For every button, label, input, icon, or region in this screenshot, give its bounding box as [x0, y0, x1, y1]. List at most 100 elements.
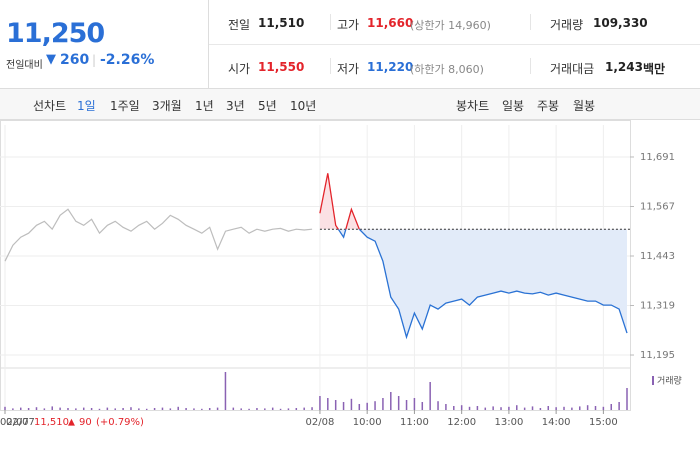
- stat-note: (상한가 14,960): [410, 19, 491, 32]
- y-tick-label: 11,567: [640, 201, 675, 212]
- prev-price-line: [4, 208, 313, 262]
- stat-value: 11,220: [367, 60, 414, 74]
- volume-bar: [248, 408, 250, 410]
- divider: [209, 44, 700, 45]
- candle-tab[interactable]: 주봉: [537, 99, 560, 113]
- volume-bar: [67, 408, 69, 410]
- tab-group-label: 봉차트: [456, 99, 490, 113]
- volume-bar: [445, 404, 447, 410]
- candle-tab[interactable]: 일봉: [502, 99, 525, 113]
- volume-bar: [334, 400, 337, 410]
- volume-bar: [82, 407, 85, 410]
- legend-swatch: [652, 376, 654, 385]
- volume-bar: [193, 408, 195, 410]
- volume-bar: [319, 396, 321, 410]
- x-tick-label: 02/08: [306, 417, 335, 428]
- volume-bar: [358, 404, 361, 410]
- volume-bar: [27, 408, 30, 410]
- stat-label: 전일: [228, 18, 251, 32]
- down-icon: ▼: [46, 52, 56, 67]
- volume-bar: [437, 401, 439, 410]
- period-tab[interactable]: 1주일: [110, 99, 140, 113]
- volume-bar: [484, 407, 487, 410]
- volume-bar: [12, 408, 14, 410]
- volume-bar: [429, 382, 431, 410]
- change-label: 전일대비: [6, 60, 43, 71]
- volume-bar: [366, 402, 368, 410]
- volume-bar: [602, 406, 605, 410]
- volume-bar: [279, 408, 282, 410]
- change-rate: -2.26%: [100, 52, 155, 68]
- volume-bar: [208, 408, 211, 410]
- up-icon: ▲: [68, 418, 75, 428]
- stat-value: 11,660: [367, 16, 414, 30]
- stat-value: 109,330: [593, 16, 648, 30]
- volume-bar: [342, 402, 345, 410]
- volume-bar: [390, 392, 392, 410]
- candle-tab[interactable]: 월봉: [573, 99, 596, 113]
- chart: 11,691 11,567 11,443 11,319 11,195 02/07 02/08…: [0, 120, 682, 428]
- volume-bar: [508, 406, 510, 410]
- volume-bar: [4, 406, 6, 410]
- period-tab[interactable]: 3개월: [152, 99, 182, 113]
- volume-bar: [460, 405, 463, 410]
- y-tick-label: 11,319: [640, 301, 675, 312]
- volume-bar: [295, 408, 298, 410]
- legend-label: 거래량: [657, 375, 682, 387]
- volume-bar: [579, 406, 581, 410]
- period-tab[interactable]: 3년: [226, 99, 245, 113]
- volume-bar: [114, 408, 116, 410]
- period-tab[interactable]: 10년: [290, 99, 317, 113]
- volume-bar: [153, 408, 156, 410]
- divider: [330, 14, 331, 30]
- volume-bar: [59, 407, 61, 410]
- prev-date: 02/07: [6, 417, 35, 428]
- x-tick-label: 12:00: [447, 417, 476, 428]
- x-tick-label: 10:00: [353, 417, 382, 428]
- stat-value: 11,510: [258, 16, 305, 30]
- area-below: [319, 229, 627, 338]
- volume-bar: [555, 407, 557, 410]
- y-tick-label: 11,195: [640, 350, 675, 361]
- volume-bar: [563, 406, 565, 410]
- volume-bar: [98, 408, 101, 410]
- volume-bar: [169, 408, 172, 410]
- stat-value: 1,243: [605, 60, 643, 74]
- plot-frame: [0, 120, 631, 411]
- stat-label: 저가: [337, 62, 360, 76]
- stat-label: 고가: [337, 18, 360, 32]
- stat-value: 11,550: [258, 60, 305, 74]
- volume-bar: [130, 407, 132, 410]
- separator: |: [92, 53, 97, 67]
- volume-bar: [531, 406, 534, 410]
- divider: [208, 0, 209, 88]
- volume-bar: [177, 406, 179, 410]
- volume-bar: [405, 400, 408, 410]
- divider: [530, 58, 531, 74]
- x-tick-label: 02/07: [0, 417, 29, 428]
- prev-price: 11,510: [34, 417, 69, 428]
- volume-bar: [476, 406, 479, 410]
- change: 260: [60, 52, 90, 68]
- volume-bar: [571, 407, 573, 410]
- period-tab[interactable]: 1일: [77, 99, 96, 113]
- divider: [330, 58, 331, 74]
- prev-change: 90: [79, 417, 92, 428]
- stat-note: (하한가 8,060): [410, 63, 484, 76]
- volume-bar: [271, 407, 274, 410]
- volume-bar: [106, 407, 109, 410]
- stat-label: 거래량: [550, 18, 584, 32]
- period-tab[interactable]: 1년: [195, 99, 214, 113]
- volume-bar: [413, 398, 416, 410]
- volume-bar: [256, 408, 258, 410]
- volume-bar: [201, 408, 203, 410]
- current-price: 11,250: [6, 18, 105, 49]
- stat-label: 시가: [228, 62, 251, 76]
- volume-bar: [264, 408, 266, 410]
- volume-bar: [327, 398, 329, 410]
- period-tab[interactable]: 5년: [258, 99, 277, 113]
- volume-bar: [303, 407, 305, 410]
- volume-bar: [586, 405, 589, 410]
- divider: [530, 14, 531, 30]
